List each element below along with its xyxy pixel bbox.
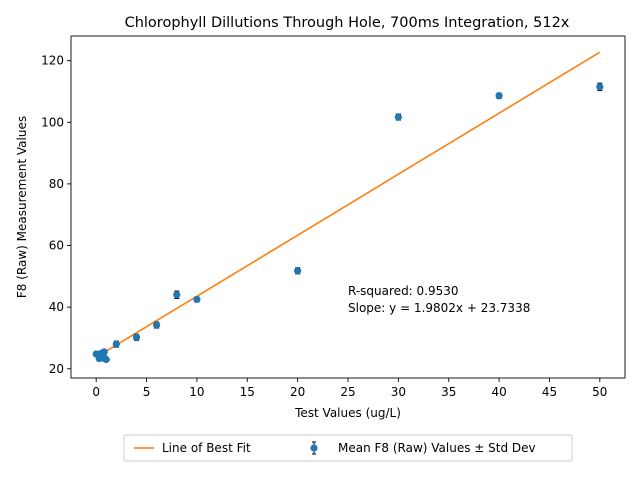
annotation-text: R-squared: 0.9530 (348, 284, 459, 298)
best-fit-line (95, 51, 601, 358)
y-axis-label: F8 (Raw) Measurement Values (15, 116, 29, 298)
x-tick-label: 15 (240, 385, 255, 399)
data-point (294, 267, 302, 275)
y-tick-label: 60 (49, 239, 64, 253)
x-tick-label: 40 (491, 385, 506, 399)
annotation-text: Slope: y = 1.9802x + 23.7338 (348, 301, 530, 315)
y-axis: 20 40 60 80 100 120 (41, 54, 71, 376)
x-axis: 0 5 10 15 20 25 30 35 40 45 50 (92, 378, 607, 399)
legend-marker-swatch (310, 444, 318, 452)
data-point (495, 92, 503, 100)
legend-label-fit: Line of Best Fit (162, 441, 251, 455)
x-tick-label: 0 (92, 385, 100, 399)
chart-title: Chlorophyll Dillutions Through Hole, 700… (125, 15, 570, 31)
annotations: R-squared: 0.9530 Slope: y = 1.9802x + 23… (348, 284, 530, 315)
x-tick-label: 35 (441, 385, 456, 399)
x-tick-label: 30 (391, 385, 406, 399)
x-tick-label: 5 (143, 385, 151, 399)
x-axis-label: Test Values (ug/L) (294, 406, 401, 420)
y-tick-label: 20 (49, 362, 64, 376)
legend: Line of Best Fit Mean F8 (Raw) Values ± … (123, 434, 573, 462)
y-tick-label: 40 (49, 300, 64, 314)
plot-area (92, 51, 604, 364)
data-point (394, 113, 402, 121)
data-point (596, 83, 604, 91)
data-point (193, 295, 201, 304)
y-tick-label: 100 (41, 115, 64, 129)
y-tick-label: 120 (41, 54, 64, 68)
data-point (153, 321, 161, 329)
data-point (102, 355, 110, 364)
x-tick-label: 10 (189, 385, 204, 399)
x-tick-label: 50 (592, 385, 607, 399)
data-point (132, 333, 141, 341)
x-tick-label: 45 (542, 385, 557, 399)
x-tick-label: 20 (290, 385, 305, 399)
legend-frame (123, 434, 573, 462)
data-point (112, 340, 120, 348)
x-tick-label: 25 (340, 385, 355, 399)
legend-label-mean: Mean F8 (Raw) Values ± Std Dev (338, 441, 536, 455)
data-point (173, 291, 181, 299)
data-point (100, 348, 108, 356)
y-tick-label: 80 (49, 177, 64, 191)
